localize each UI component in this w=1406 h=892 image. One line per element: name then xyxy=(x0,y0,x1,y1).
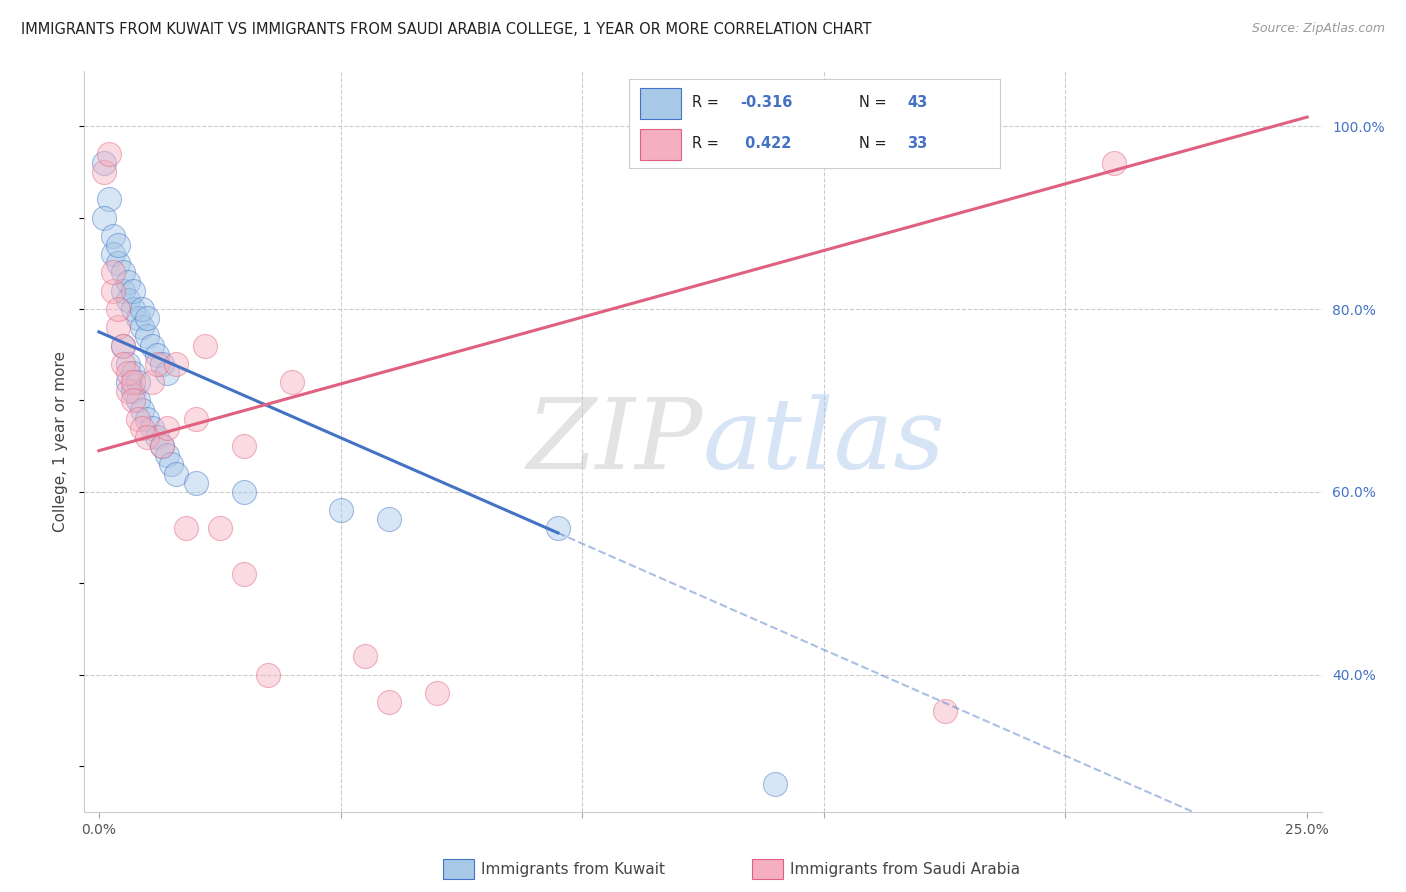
Point xyxy=(136,430,159,444)
Point xyxy=(121,366,143,380)
Point xyxy=(112,338,135,352)
Point xyxy=(141,375,163,389)
Point xyxy=(121,384,143,399)
Point xyxy=(155,448,177,462)
Point xyxy=(426,686,449,700)
Point xyxy=(93,211,115,225)
Point xyxy=(1102,155,1125,169)
Point xyxy=(765,777,787,791)
Point xyxy=(103,228,125,243)
Point xyxy=(117,384,139,399)
Point xyxy=(127,311,149,326)
Point xyxy=(150,439,173,453)
Point xyxy=(107,256,129,270)
Point xyxy=(117,357,139,371)
Point xyxy=(136,411,159,425)
Point xyxy=(117,375,139,389)
Point xyxy=(107,301,129,316)
Point xyxy=(232,484,254,499)
Point xyxy=(131,402,153,417)
Point xyxy=(160,458,183,472)
Text: atlas: atlas xyxy=(703,394,946,489)
Point xyxy=(378,512,401,526)
Point xyxy=(146,348,169,362)
Point xyxy=(127,375,149,389)
Point xyxy=(112,338,135,352)
Point xyxy=(103,284,125,298)
Point xyxy=(131,301,153,316)
Point xyxy=(934,704,956,718)
Point xyxy=(547,521,569,535)
Point xyxy=(208,521,231,535)
Y-axis label: College, 1 year or more: College, 1 year or more xyxy=(53,351,69,532)
Text: Immigrants from Saudi Arabia: Immigrants from Saudi Arabia xyxy=(790,863,1021,877)
Point xyxy=(112,357,135,371)
Point xyxy=(103,247,125,261)
Point xyxy=(174,521,197,535)
Point xyxy=(97,146,120,161)
Point xyxy=(281,375,304,389)
Point xyxy=(112,265,135,279)
Point xyxy=(194,338,217,352)
Point xyxy=(150,439,173,453)
Point xyxy=(121,393,143,408)
Point xyxy=(107,320,129,334)
Point xyxy=(112,284,135,298)
Point xyxy=(136,329,159,343)
Point xyxy=(107,238,129,252)
Point xyxy=(257,667,280,681)
Point xyxy=(121,284,143,298)
Point xyxy=(165,357,187,371)
Point xyxy=(121,375,143,389)
Point xyxy=(155,421,177,435)
Point xyxy=(103,265,125,279)
Point xyxy=(232,567,254,582)
Text: ZIP: ZIP xyxy=(527,394,703,489)
Point xyxy=(97,192,120,206)
Point xyxy=(146,430,169,444)
Point xyxy=(121,301,143,316)
Point xyxy=(329,503,352,517)
Point xyxy=(117,275,139,289)
Point xyxy=(141,421,163,435)
Point xyxy=(117,293,139,307)
Point xyxy=(232,439,254,453)
Point xyxy=(93,155,115,169)
Point xyxy=(155,366,177,380)
Point xyxy=(353,649,375,664)
Text: Source: ZipAtlas.com: Source: ZipAtlas.com xyxy=(1251,22,1385,36)
Point xyxy=(131,421,153,435)
Point xyxy=(93,165,115,179)
Point xyxy=(146,357,169,371)
Point xyxy=(150,357,173,371)
Point xyxy=(184,475,207,490)
Point xyxy=(136,311,159,326)
Point xyxy=(131,320,153,334)
Text: IMMIGRANTS FROM KUWAIT VS IMMIGRANTS FROM SAUDI ARABIA COLLEGE, 1 YEAR OR MORE C: IMMIGRANTS FROM KUWAIT VS IMMIGRANTS FRO… xyxy=(21,22,872,37)
Point xyxy=(165,467,187,481)
Point xyxy=(127,411,149,425)
Point xyxy=(141,338,163,352)
Point xyxy=(127,393,149,408)
Point xyxy=(117,366,139,380)
Point xyxy=(184,411,207,425)
Point xyxy=(378,695,401,709)
Text: Immigrants from Kuwait: Immigrants from Kuwait xyxy=(481,863,665,877)
